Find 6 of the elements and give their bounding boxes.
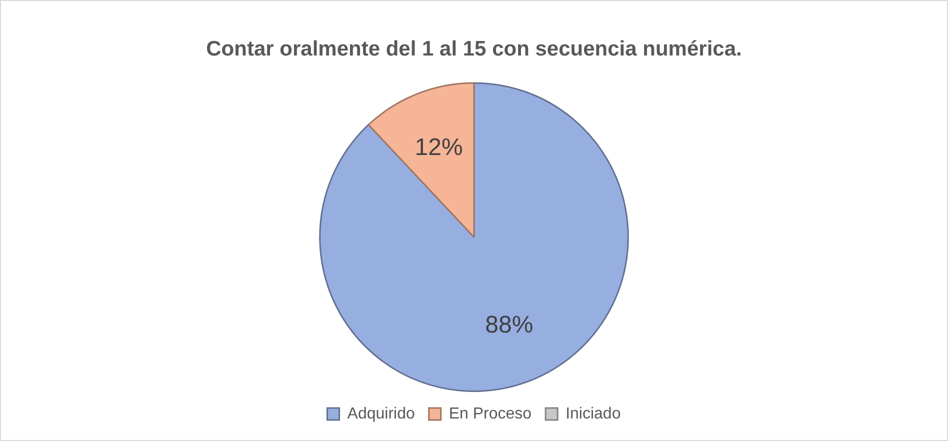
data-label: 88%	[485, 312, 534, 339]
data-label: 12%	[414, 134, 463, 161]
chart-title: Contar oralmente del 1 al 15 con secuencia numérica.	[206, 37, 742, 60]
legend-label: En Proceso	[448, 405, 532, 422]
legend-label: Adquirido	[347, 405, 415, 422]
legend-label: Iniciado	[566, 405, 621, 422]
